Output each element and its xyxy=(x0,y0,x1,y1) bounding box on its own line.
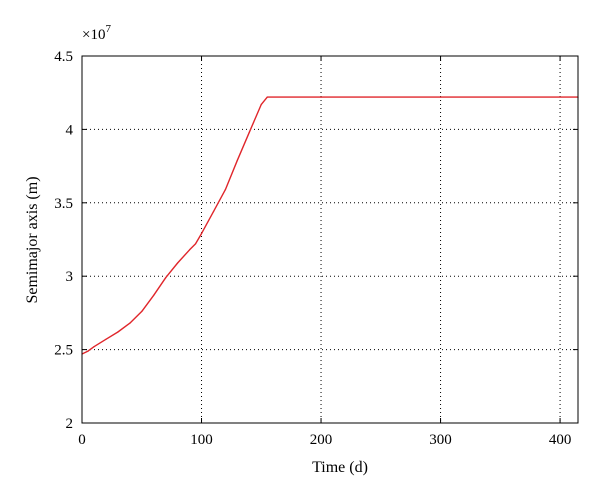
tick-labels: 0 100 200 300 400 2 2.5 3 3.5 4 4.5 xyxy=(54,49,571,448)
data-point xyxy=(87,350,89,352)
x-tick-label: 0 xyxy=(78,432,86,448)
data-point xyxy=(153,294,155,296)
data-point xyxy=(248,131,250,133)
y-axis-multiplier-base: ×10 xyxy=(82,27,105,43)
y-tick-label: 4.5 xyxy=(54,49,73,65)
data-point xyxy=(189,249,191,251)
data-point xyxy=(129,322,131,324)
x-tick-label: 200 xyxy=(310,432,333,448)
data-point xyxy=(194,243,197,245)
y-axis-multiplier-exponent: 7 xyxy=(105,23,111,35)
data-point xyxy=(93,346,95,348)
data-point xyxy=(105,338,107,340)
data-point xyxy=(440,96,442,98)
data-point xyxy=(320,96,322,98)
data-point xyxy=(212,211,215,213)
ticks xyxy=(81,55,578,424)
y-tick-label: 3 xyxy=(66,269,74,285)
data-point xyxy=(266,96,268,98)
data-point xyxy=(177,262,179,264)
data-point xyxy=(236,159,238,161)
data-point xyxy=(200,233,203,235)
x-tick-label: 100 xyxy=(190,432,213,448)
x-tick-label: 400 xyxy=(549,432,572,448)
y-tick-label: 2.5 xyxy=(54,343,73,359)
y-axis-multiplier: ×107 xyxy=(82,23,111,43)
grid xyxy=(82,56,578,423)
data-point xyxy=(260,103,262,105)
data-point xyxy=(117,331,119,333)
x-tick-label: 300 xyxy=(429,432,452,448)
y-axis-label: Semimajor axis (m) xyxy=(24,176,41,303)
x-axis-label: Time (d) xyxy=(312,459,368,476)
plot-frame xyxy=(81,55,579,424)
series-line xyxy=(81,96,578,355)
y-tick-label: 3.5 xyxy=(54,196,73,212)
data-point xyxy=(165,277,167,279)
y-tick-label: 2 xyxy=(66,416,74,432)
y-tick-label: 4 xyxy=(66,122,74,138)
data-point xyxy=(224,189,226,191)
data-point xyxy=(141,310,143,312)
